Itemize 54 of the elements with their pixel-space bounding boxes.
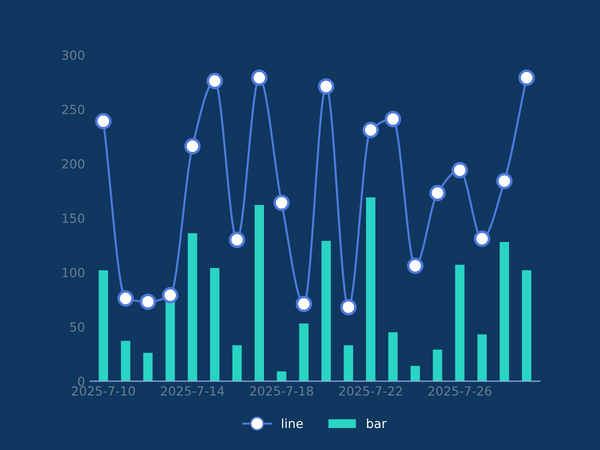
y-tick-label: 50 <box>70 322 84 332</box>
point <box>140 294 156 310</box>
y-tick-label: 200 <box>62 159 84 169</box>
x-tick-label: 2025-7-22 <box>339 386 402 396</box>
point <box>206 72 223 90</box>
x-tick-label: 2025-7-18 <box>250 386 314 396</box>
bar <box>477 334 487 382</box>
point <box>273 194 290 211</box>
point <box>452 162 468 178</box>
bar <box>188 233 198 382</box>
bar <box>500 242 510 382</box>
y-tick-label: 300 <box>62 50 84 60</box>
point <box>95 113 112 130</box>
point <box>296 296 312 312</box>
point <box>228 232 246 248</box>
bar <box>299 324 309 382</box>
legend-label: bar <box>367 418 387 428</box>
y-tick-label: 250 <box>62 104 84 114</box>
point <box>429 184 446 202</box>
point <box>496 172 513 190</box>
bar <box>366 197 376 382</box>
bar <box>143 352 153 382</box>
y-tick-label: 150 <box>62 213 84 223</box>
y-tick-label: 0 <box>78 376 84 386</box>
bar <box>432 350 442 382</box>
point <box>474 230 490 247</box>
bar <box>522 270 532 382</box>
bar <box>276 371 286 382</box>
bar <box>166 300 175 382</box>
point <box>384 110 402 128</box>
bar <box>410 366 420 382</box>
point <box>340 299 357 316</box>
x-tick-label: 2025-7-14 <box>161 386 224 396</box>
bar <box>254 204 264 382</box>
y-tick-label: 100 <box>62 268 84 278</box>
point <box>162 287 178 304</box>
bar <box>120 340 130 382</box>
bar <box>388 332 398 382</box>
point <box>518 70 535 86</box>
point <box>362 122 379 138</box>
bar <box>232 345 242 382</box>
x-tick-label: 2025-7-26 <box>428 386 492 396</box>
bar <box>321 240 331 382</box>
bar <box>98 270 108 382</box>
legend-label: line <box>282 418 303 428</box>
point <box>407 258 424 274</box>
point <box>318 78 334 95</box>
point <box>251 70 268 86</box>
bar <box>210 268 220 382</box>
point <box>184 138 201 154</box>
x-tick-label: 2025-7-10 <box>72 386 135 396</box>
point <box>117 290 134 307</box>
bar <box>344 345 354 382</box>
bar <box>455 264 464 382</box>
